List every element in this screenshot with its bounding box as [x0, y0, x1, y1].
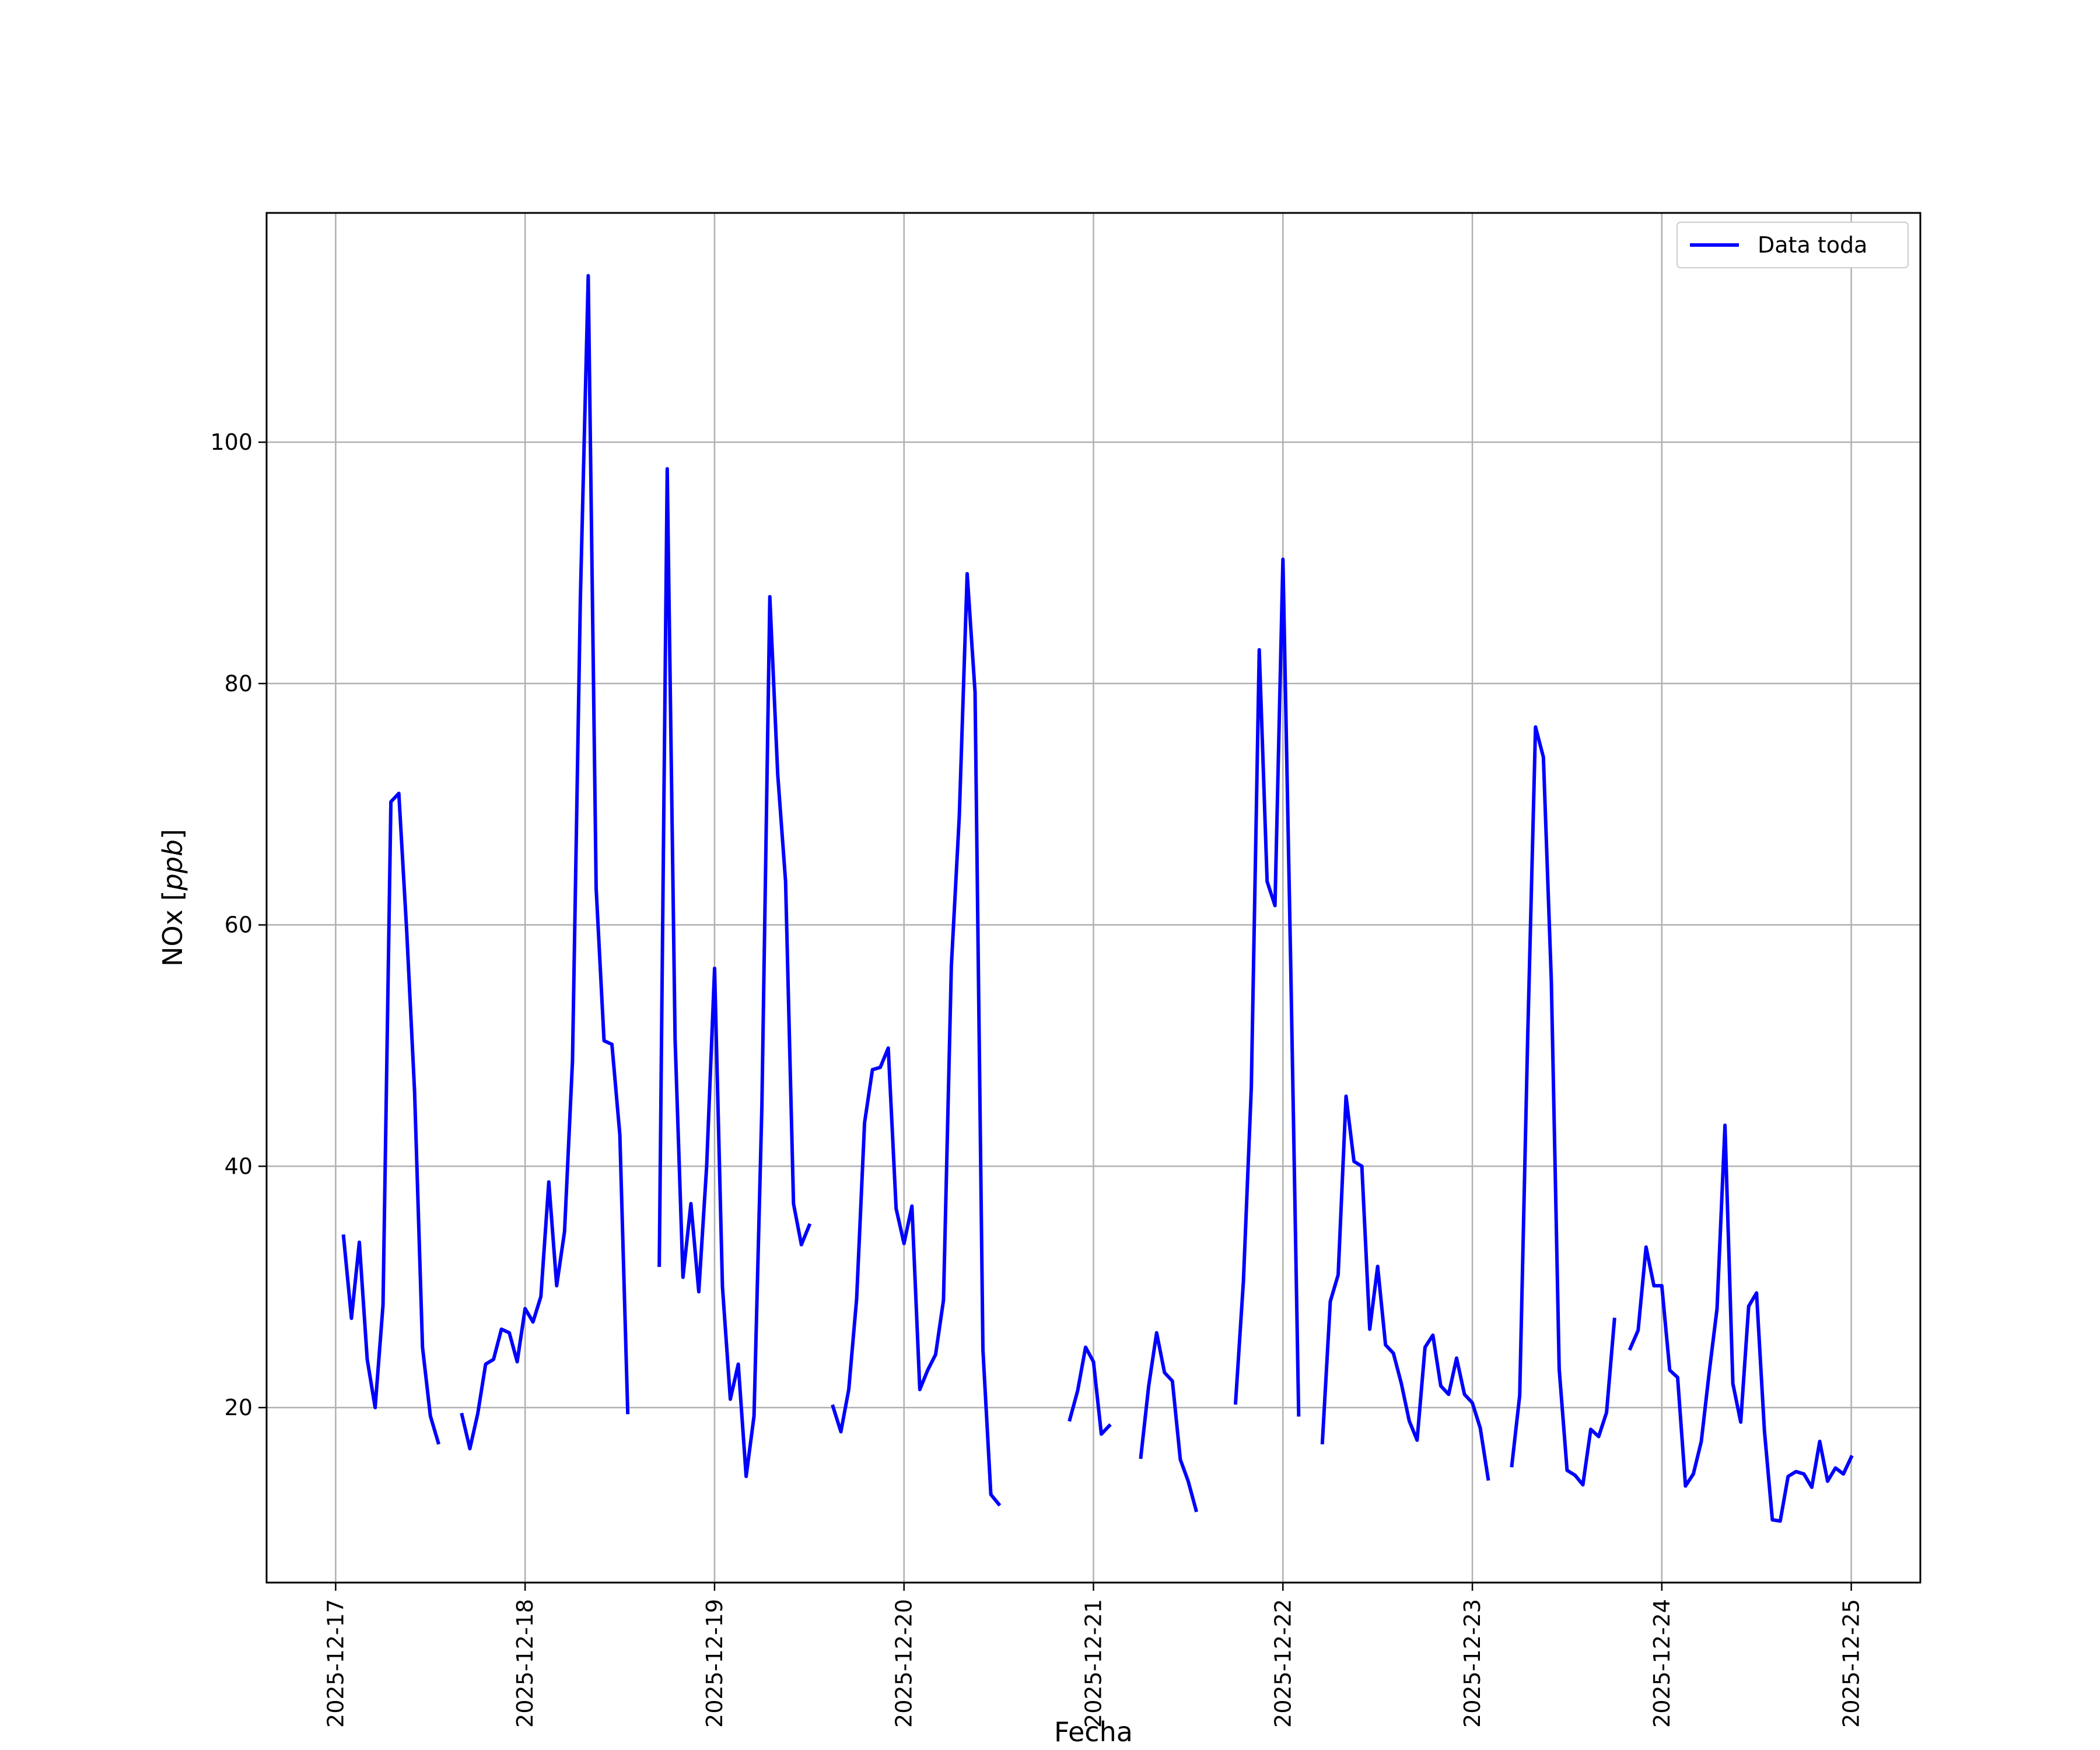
y-axis-label-close: ] — [157, 829, 188, 839]
series-line-segment — [1233, 557, 1301, 1417]
series-line-segment — [1628, 1124, 1854, 1523]
series-line-segment — [1320, 1094, 1490, 1481]
y-axis-label: NOx [ppb] — [157, 829, 188, 967]
series-line-segment — [460, 274, 630, 1451]
legend-label-data-toda: Data toda — [1758, 232, 1867, 258]
y-tick-label: 20 — [225, 1395, 253, 1420]
series-line-segment — [1068, 1345, 1112, 1436]
x-tick-label: 2025-12-23 — [1460, 1599, 1485, 1728]
grid-lines — [267, 213, 1920, 1583]
y-tick-label: 80 — [225, 671, 253, 696]
y-tick-label: 60 — [225, 912, 253, 938]
y-axis-label-main: NOx [ — [157, 891, 188, 967]
series-lines — [341, 274, 1854, 1523]
series-line-segment — [657, 467, 812, 1478]
series-line-segment — [1139, 1331, 1199, 1513]
x-tick-label: 2025-12-25 — [1839, 1599, 1864, 1728]
x-tick-label: 2025-12-24 — [1649, 1599, 1675, 1728]
x-axis-ticks: 2025-12-17 2025-12-18 2025-12-19 2025-12-20… — [323, 1583, 1864, 1728]
y-axis-ticks: 20 40 60 80 100 — [210, 429, 267, 1420]
y-tick-label: 100 — [210, 429, 253, 455]
y-tick-label: 40 — [225, 1153, 253, 1179]
x-tick-label: 2025-12-20 — [891, 1599, 917, 1728]
series-line-segment — [831, 572, 1002, 1507]
series-line-segment — [341, 792, 441, 1445]
x-tick-label: 2025-12-21 — [1081, 1599, 1107, 1728]
legend: Data toda — [1676, 222, 1909, 268]
y-axis-label-unit: ppb — [157, 839, 188, 891]
x-tick-label: 2025-12-17 — [323, 1599, 348, 1728]
x-tick-label: 2025-12-22 — [1270, 1599, 1296, 1728]
x-axis-label: Fecha — [1054, 1716, 1133, 1748]
legend-box — [1676, 222, 1909, 268]
x-tick-label: 2025-12-18 — [512, 1599, 538, 1728]
series-line-segment — [1510, 725, 1616, 1487]
x-tick-label: 2025-12-19 — [702, 1599, 727, 1728]
